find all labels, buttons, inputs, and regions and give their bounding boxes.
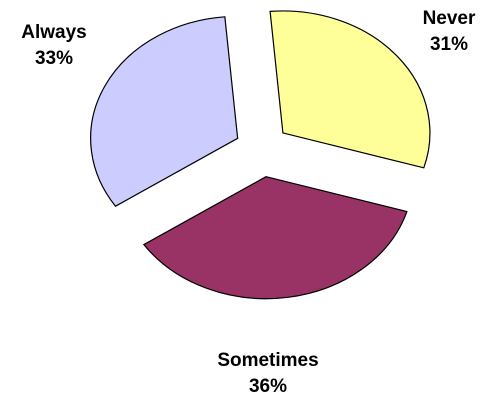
pie-slice-sometimes [142, 176, 408, 300]
slice-name-always: Always [21, 22, 87, 43]
slice-label-sometimes: Sometimes 36% [188, 348, 348, 400]
slice-percent-never: 31% [429, 34, 469, 55]
slice-name-never: Never [422, 8, 476, 29]
slice-percent-sometimes: 36% [248, 376, 288, 397]
pie-slice-always [90, 16, 239, 207]
slice-label-never: Never 31% [404, 6, 493, 58]
slice-percent-always: 33% [34, 48, 74, 69]
slice-name-sometimes: Sometimes [217, 350, 319, 371]
pie-slice-never [269, 10, 431, 169]
slice-label-always: Always 33% [4, 20, 104, 72]
